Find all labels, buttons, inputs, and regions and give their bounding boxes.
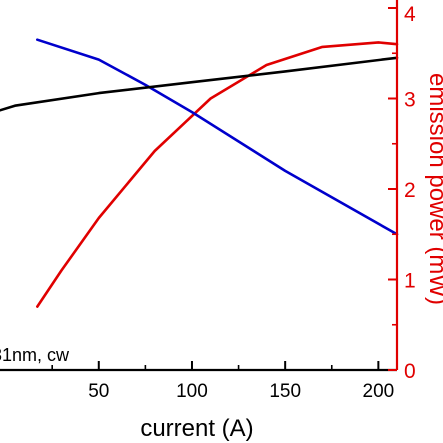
- x-tick-label: 50: [88, 381, 109, 402]
- x-tick-label: 100: [176, 381, 208, 402]
- y-right-tick-label: 1: [404, 270, 416, 293]
- y-right-ticks: 0 1 2 3 4: [388, 3, 416, 383]
- series-line-1: [35, 41, 399, 308]
- y-right-tick-label: 4: [404, 3, 416, 26]
- x-tick-label: 150: [269, 381, 301, 402]
- x-axis-title: current (A): [140, 415, 253, 442]
- right-axis-title: emission power (mW): [424, 73, 443, 305]
- annotation-label: 31nm, cw: [0, 345, 70, 365]
- x-tick-label: 200: [363, 381, 395, 402]
- y-right-tick-label: 0: [404, 360, 416, 383]
- y-right-tick-label: 2: [404, 179, 416, 202]
- series-line-2: [35, 38, 399, 236]
- series-line-3: [0, 56, 399, 112]
- y-right-tick-label: 3: [404, 89, 416, 112]
- series-layer: [0, 38, 399, 308]
- x-ticks: 50 100 150 200: [51, 361, 395, 402]
